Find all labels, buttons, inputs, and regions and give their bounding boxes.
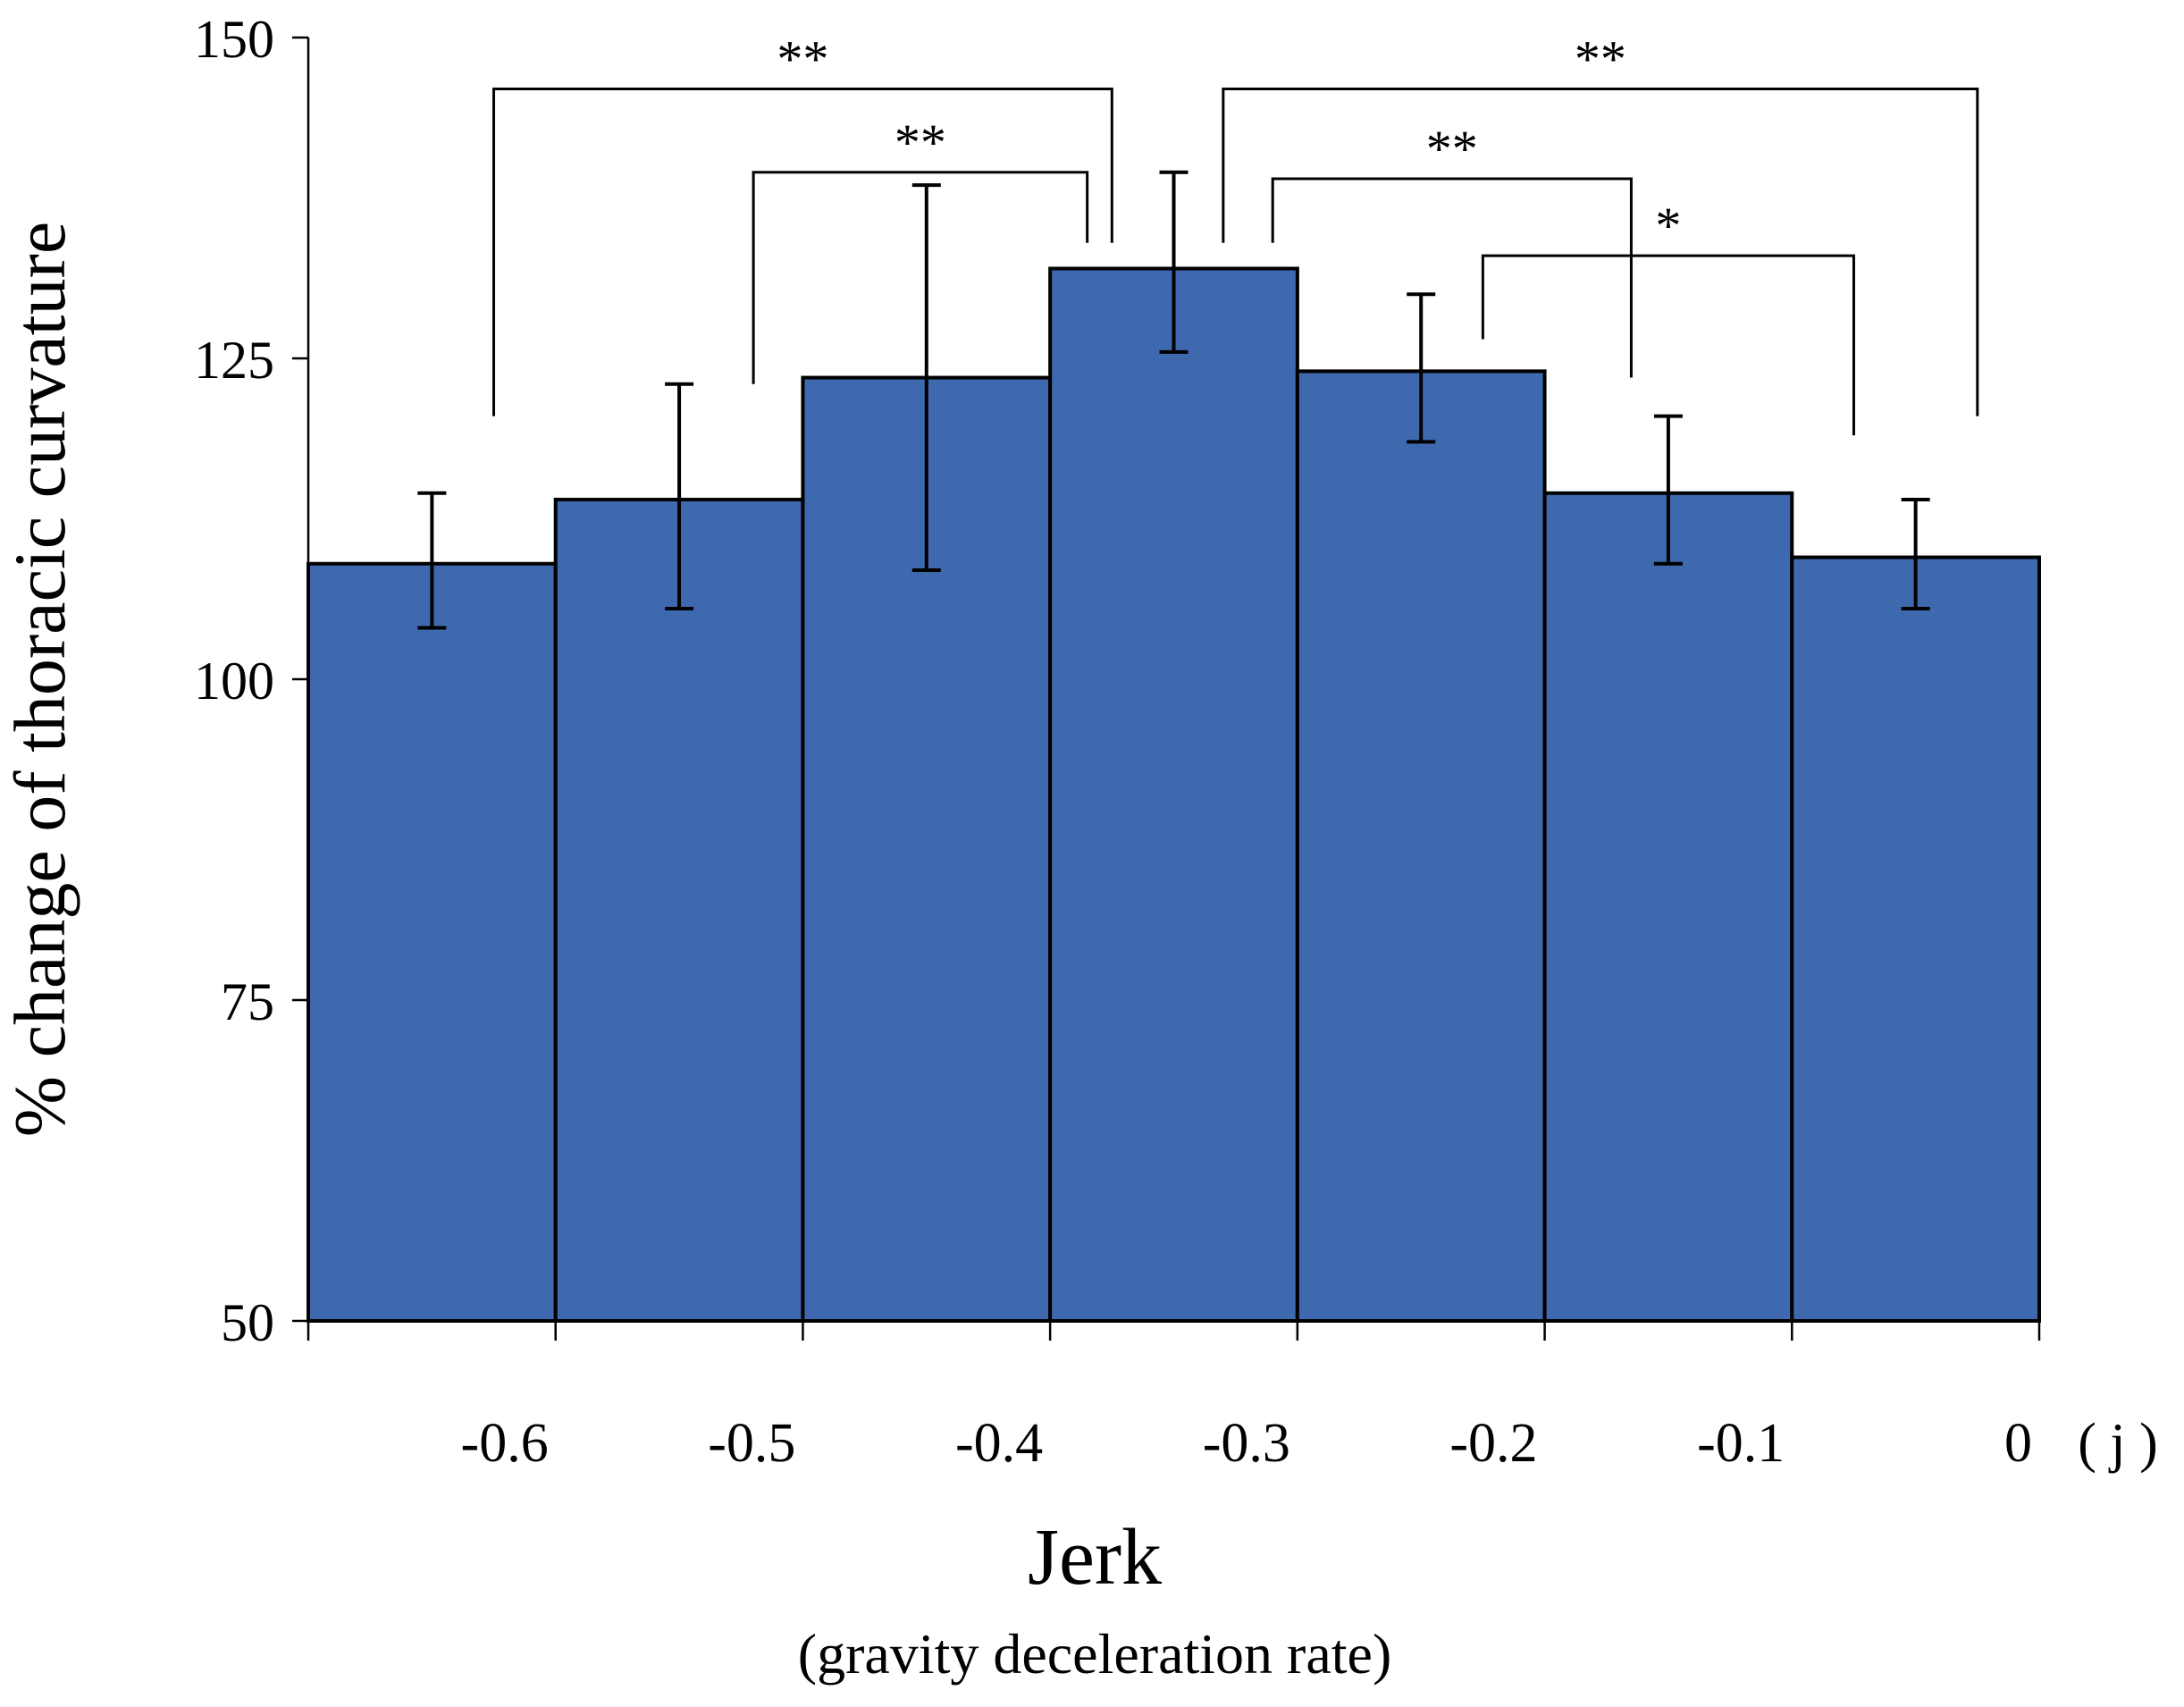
bar-6	[1790, 555, 2042, 1323]
significance-layer: *********	[492, 29, 1979, 436]
bar-3	[1048, 266, 1299, 1324]
y-tick-label-150: 150	[194, 10, 274, 69]
significance-bracket-3: **	[1271, 120, 1633, 378]
y-tick-label-50: 50	[221, 1293, 274, 1352]
error-bar-1	[665, 382, 694, 611]
x-tick-label--0.4: -0.4	[955, 1413, 1043, 1474]
significance-label-1: **	[895, 114, 946, 172]
x-tick-label--0.5: -0.5	[708, 1413, 795, 1474]
y-tick-label-75: 75	[221, 972, 274, 1031]
x-tick-label--0.2: -0.2	[1449, 1413, 1537, 1474]
significance-label-4: *	[1655, 197, 1681, 255]
error-bars-layer	[417, 170, 1930, 630]
x-tick-label-0: 0	[2004, 1413, 2032, 1474]
x-tick-label--0.1: -0.1	[1697, 1413, 1785, 1474]
error-bar-4	[1407, 292, 1436, 444]
error-bar-3	[1159, 170, 1189, 354]
error-bar-2	[911, 183, 941, 572]
significance-bracket-1: **	[752, 114, 1089, 384]
bar-4	[1295, 369, 1547, 1323]
significance-label-2: **	[1575, 29, 1626, 88]
x-axis-unit: ( j )	[2078, 1413, 2158, 1474]
bar-1	[553, 497, 805, 1323]
y-tick-label-100: 100	[194, 652, 274, 711]
x-axis-sublabel: (gravity deceleration rate)	[798, 1622, 1392, 1686]
bar-5	[1542, 491, 1794, 1323]
significance-bracket-2: **	[1222, 29, 1979, 416]
significance-label-0: **	[777, 29, 828, 88]
significance-bracket-0: **	[492, 29, 1113, 416]
y-axis-label: % change of thoracic curvature	[0, 222, 80, 1137]
axes-layer: 50 75 100 125 150 -0.6 -0.5 -0.4 -0.3 -0.2 -0.1 0	[194, 10, 2041, 1474]
error-bar-6	[1901, 497, 1930, 611]
x-tick-label--0.6: -0.6	[461, 1413, 549, 1474]
labels-layer: % change of thoracic curvature Jerk (gra…	[0, 222, 2158, 1686]
error-bar-5	[1653, 414, 1683, 566]
bars-layer	[307, 266, 2042, 1324]
y-tick-label-125: 125	[194, 331, 274, 390]
error-bar-0	[417, 491, 447, 630]
bar-0	[307, 561, 558, 1323]
x-tick-label--0.3: -0.3	[1203, 1413, 1290, 1474]
significance-label-3: **	[1426, 120, 1478, 178]
x-axis-label: Jerk	[1028, 1513, 1162, 1602]
significance-bracket-4: *	[1481, 197, 1855, 436]
